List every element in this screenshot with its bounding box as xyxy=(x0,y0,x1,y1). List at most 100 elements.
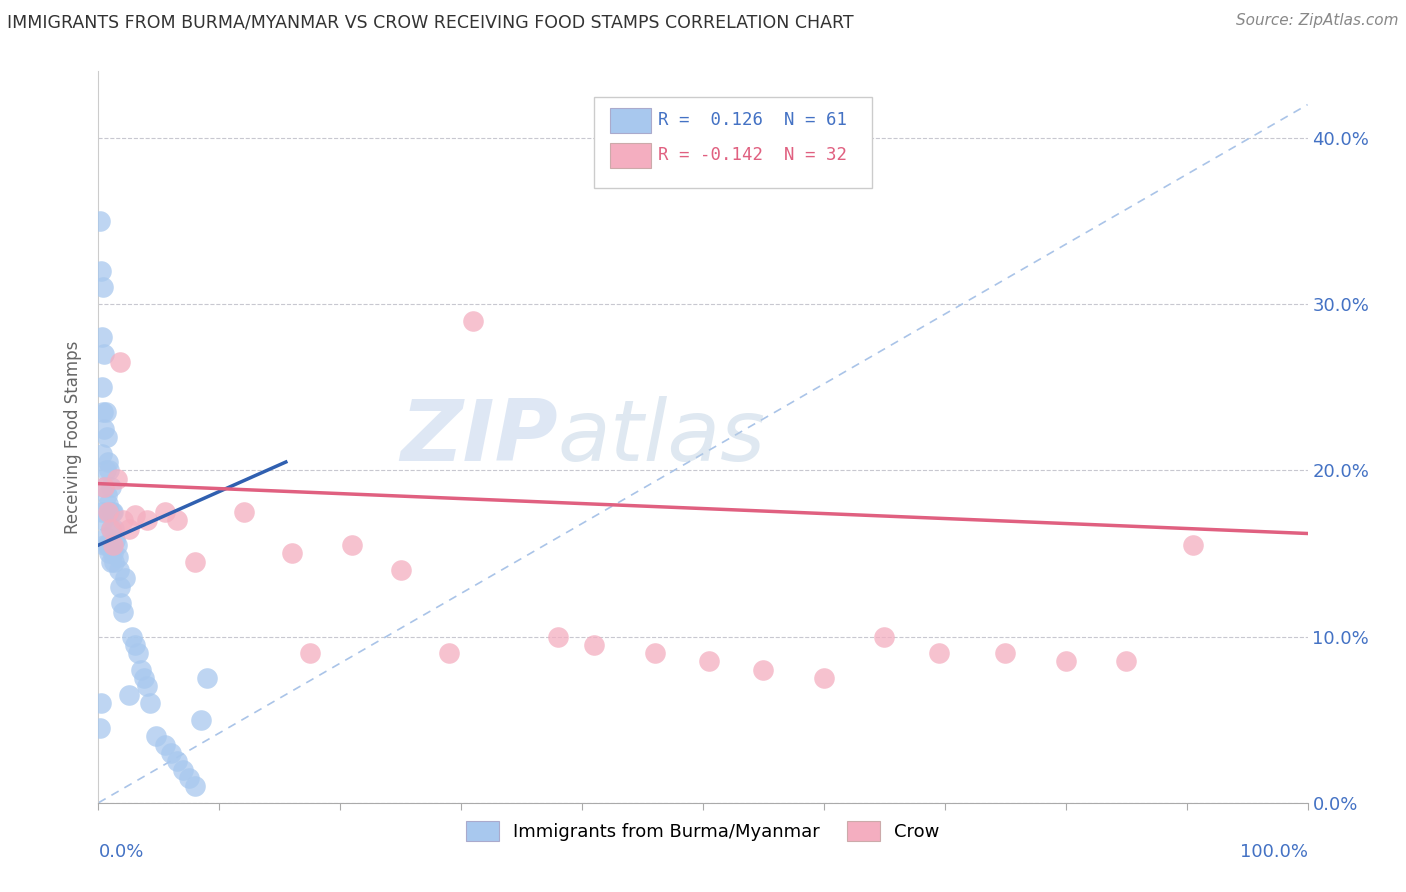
Point xyxy=(153,738,176,752)
FancyBboxPatch shape xyxy=(610,108,651,133)
Point xyxy=(928,646,950,660)
Point xyxy=(184,779,207,793)
Point xyxy=(153,505,176,519)
Point xyxy=(93,422,115,436)
Point xyxy=(93,480,115,494)
Text: 100.0%: 100.0% xyxy=(1240,843,1308,861)
Point xyxy=(93,347,115,361)
Point xyxy=(100,505,122,519)
Point xyxy=(96,430,118,444)
Point xyxy=(105,472,128,486)
Point xyxy=(127,646,149,660)
Point xyxy=(111,605,134,619)
Text: ZIP: ZIP xyxy=(401,395,558,479)
Point xyxy=(179,771,201,785)
Point xyxy=(166,754,188,768)
Point xyxy=(697,655,720,669)
Point xyxy=(97,497,120,511)
Point xyxy=(97,538,120,552)
Point xyxy=(101,546,124,560)
Point xyxy=(100,521,122,535)
Point xyxy=(91,505,114,519)
Point xyxy=(91,280,114,294)
Point xyxy=(994,646,1017,660)
Point xyxy=(184,555,207,569)
Point xyxy=(134,671,156,685)
Point xyxy=(91,380,114,394)
Point xyxy=(752,663,775,677)
Point xyxy=(342,538,364,552)
Point xyxy=(98,546,121,560)
Point xyxy=(100,521,122,535)
Point xyxy=(110,596,132,610)
Point xyxy=(103,521,125,535)
Point xyxy=(813,671,835,685)
Text: R =  0.126  N = 61: R = 0.126 N = 61 xyxy=(658,112,848,129)
Point xyxy=(644,646,666,660)
Point xyxy=(94,463,117,477)
Point xyxy=(111,513,134,527)
Point xyxy=(100,480,122,494)
Y-axis label: Receiving Food Stamps: Receiving Food Stamps xyxy=(65,341,83,533)
Text: 0.0%: 0.0% xyxy=(98,843,143,861)
Point xyxy=(124,508,146,523)
Point xyxy=(91,330,114,344)
Point xyxy=(118,521,141,535)
Point xyxy=(172,763,194,777)
Point xyxy=(547,630,569,644)
Point xyxy=(389,563,412,577)
Point xyxy=(121,630,143,644)
Point xyxy=(108,580,131,594)
Point xyxy=(195,671,218,685)
Point xyxy=(91,447,114,461)
FancyBboxPatch shape xyxy=(610,143,651,168)
Point xyxy=(96,538,118,552)
Point xyxy=(91,405,114,419)
Point xyxy=(105,538,128,552)
Point xyxy=(281,546,304,560)
Point xyxy=(90,696,112,710)
Legend: Immigrants from Burma/Myanmar, Crow: Immigrants from Burma/Myanmar, Crow xyxy=(460,814,946,848)
Text: atlas: atlas xyxy=(558,395,766,479)
Point xyxy=(166,513,188,527)
Point xyxy=(93,480,115,494)
Text: Source: ZipAtlas.com: Source: ZipAtlas.com xyxy=(1236,13,1399,29)
Point xyxy=(97,505,120,519)
Point xyxy=(299,646,322,660)
Point xyxy=(1115,655,1137,669)
Point xyxy=(232,505,254,519)
Point xyxy=(98,463,121,477)
Point xyxy=(97,455,120,469)
Point xyxy=(160,746,183,760)
Point xyxy=(94,405,117,419)
Point xyxy=(124,638,146,652)
Point xyxy=(89,214,111,228)
Point xyxy=(94,530,117,544)
Point xyxy=(135,680,157,694)
Point xyxy=(90,264,112,278)
Point xyxy=(1054,655,1077,669)
Text: IMMIGRANTS FROM BURMA/MYANMAR VS CROW RECEIVING FOOD STAMPS CORRELATION CHART: IMMIGRANTS FROM BURMA/MYANMAR VS CROW RE… xyxy=(7,13,853,31)
Point xyxy=(89,721,111,735)
Point xyxy=(437,646,460,660)
Point xyxy=(139,696,162,710)
Point xyxy=(91,513,114,527)
Point xyxy=(135,513,157,527)
Point xyxy=(873,630,896,644)
Point xyxy=(463,314,485,328)
Point xyxy=(108,563,131,577)
Point xyxy=(104,533,127,548)
Text: R = -0.142  N = 32: R = -0.142 N = 32 xyxy=(658,146,848,164)
Point xyxy=(100,538,122,552)
Point xyxy=(93,538,115,552)
Point xyxy=(583,638,606,652)
Point xyxy=(96,488,118,502)
Point xyxy=(101,538,124,552)
Point xyxy=(101,505,124,519)
Point xyxy=(100,555,122,569)
FancyBboxPatch shape xyxy=(595,97,872,188)
Point xyxy=(145,729,167,743)
Point xyxy=(129,663,152,677)
Point xyxy=(107,549,129,564)
Point xyxy=(118,688,141,702)
